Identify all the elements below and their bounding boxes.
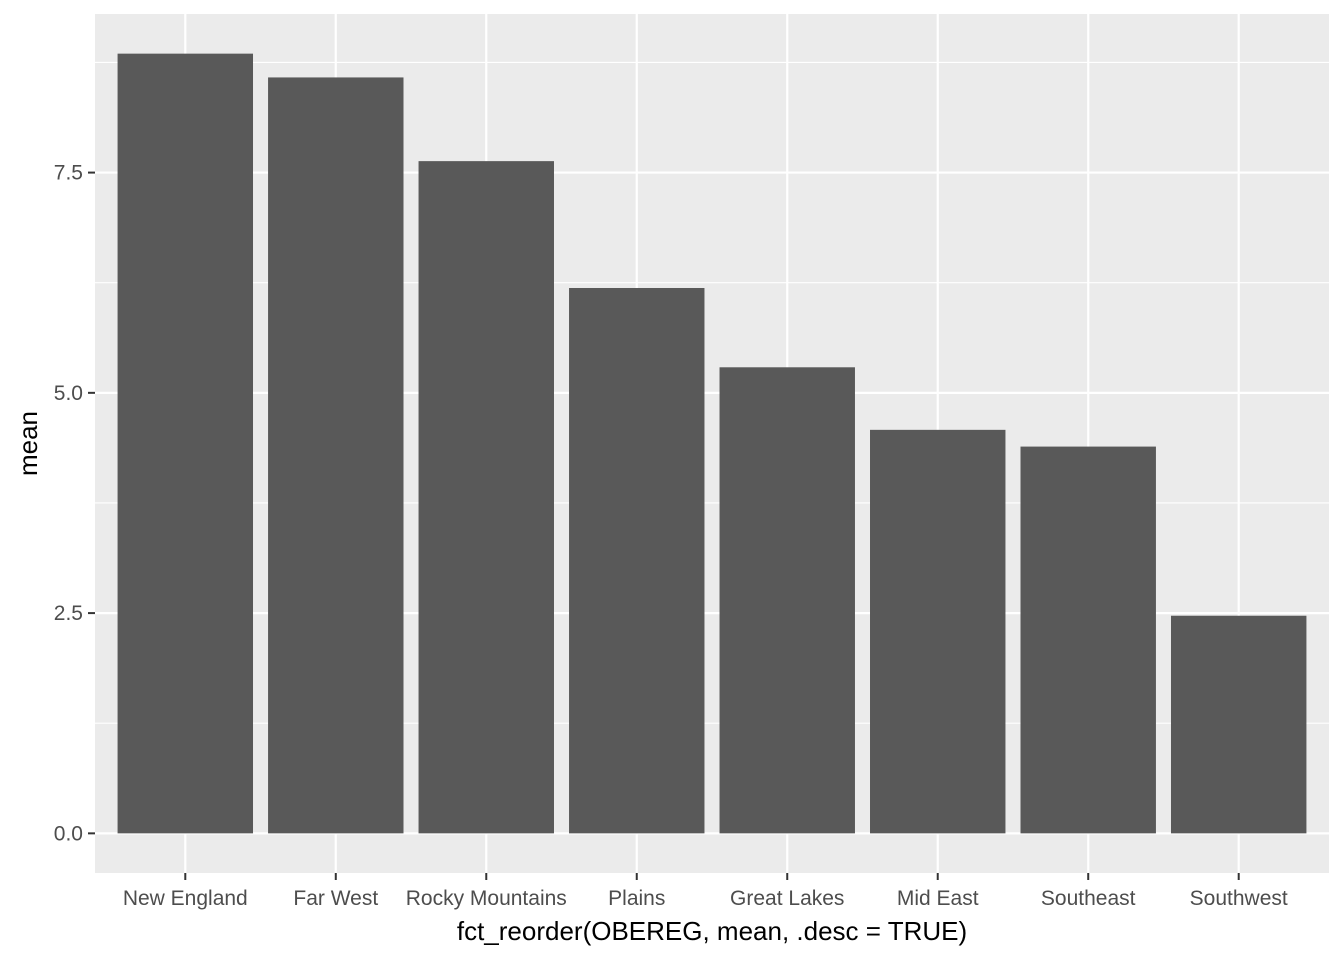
x-tick-label: Southwest [1190,887,1288,910]
x-tick-label: New England [123,887,248,910]
x-tick-label: Great Lakes [730,887,844,910]
x-tick-label: Far West [293,887,378,910]
y-tick-label: 7.5 [54,162,83,185]
y-tick-label: 0.0 [54,822,83,845]
bar [1170,615,1307,834]
bar [268,77,404,834]
x-tick-label: Rocky Mountains [406,887,567,910]
bars [117,53,1307,834]
x-tick-label: Mid East [897,887,979,910]
bar [870,429,1006,834]
x-tick-label: Southeast [1041,887,1136,910]
bar [117,53,254,834]
y-tick-label: 2.5 [54,602,83,625]
bar [569,287,705,834]
y-tick-label: 5.0 [54,382,83,405]
y-axis-title: mean [13,411,43,476]
bar [1020,446,1156,834]
x-axis-title: fct_reorder(OBEREG, mean, .desc = TRUE) [457,916,967,946]
bar [418,161,554,834]
x-tick-label: Plains [608,887,665,910]
bar [719,367,855,834]
y-axis-ticks: 0.0 2.5 5.0 7.5 [54,162,95,845]
x-axis-ticks: New England Far West Rocky Mountains Plains… [123,873,1288,910]
